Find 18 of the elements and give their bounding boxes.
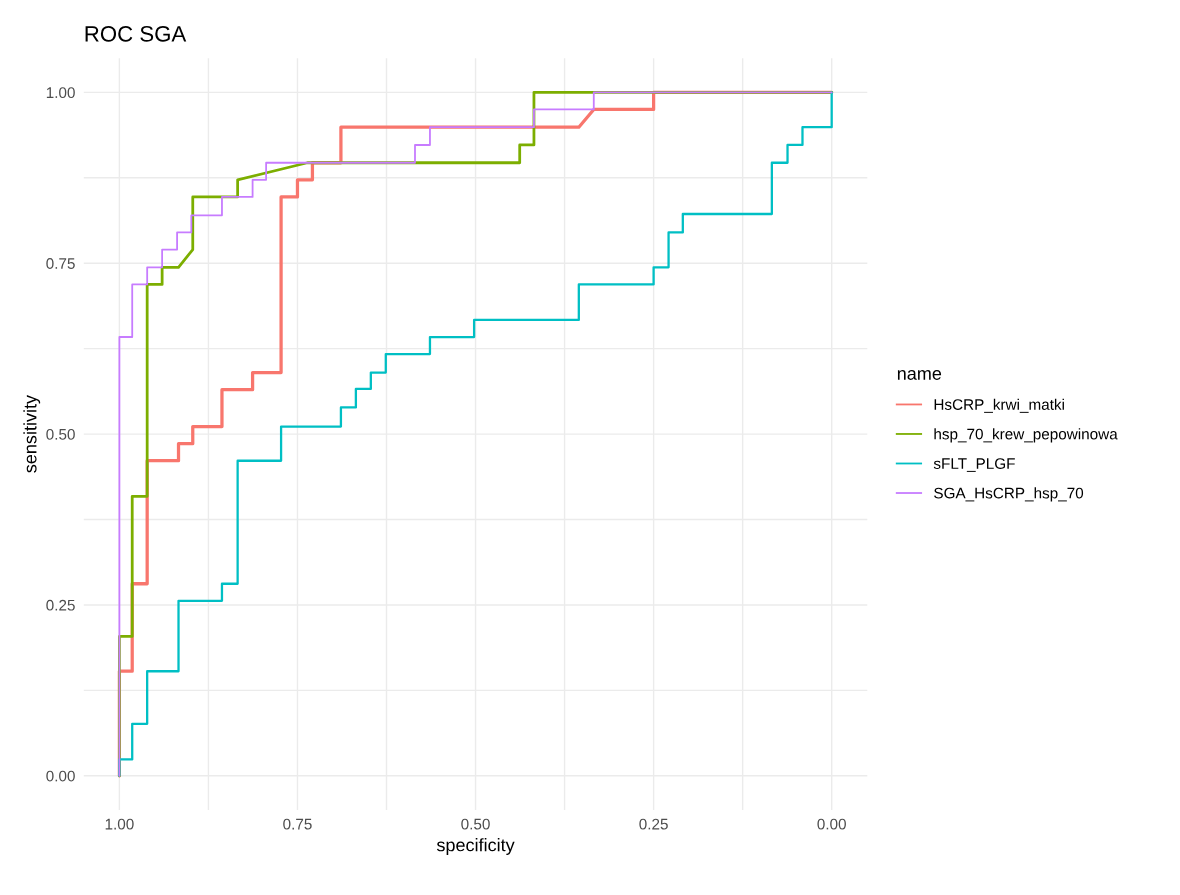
y-tick-label: 0.75 bbox=[46, 258, 75, 269]
legend-label: SGA_HsCRP_hsp_70 bbox=[934, 487, 1084, 502]
legend-label: hsp_70_krew_pepowinowa bbox=[934, 428, 1118, 443]
legend-label: HsCRP_krwi_matki bbox=[934, 398, 1064, 413]
legend-title: name bbox=[897, 369, 942, 380]
legend-label: sFLT_PLGF bbox=[933, 458, 1015, 472]
x-tick-label: 0.25 bbox=[639, 818, 668, 830]
y-tick-label: 1.00 bbox=[46, 87, 75, 99]
x-axis-title: specificity bbox=[436, 838, 515, 855]
x-tick-label: 0.00 bbox=[817, 818, 846, 830]
y-tick-label: 0.50 bbox=[46, 428, 75, 440]
x-tick-label: 0.75 bbox=[283, 818, 312, 830]
y-axis-title: sensitivity bbox=[23, 394, 41, 473]
y-tick-label: 0.25 bbox=[46, 599, 75, 611]
x-tick-label: 0.50 bbox=[461, 818, 490, 830]
x-tick-label: 1.00 bbox=[105, 818, 134, 830]
y-tick-label: 0.00 bbox=[46, 770, 75, 782]
chart-title: ROC SGA bbox=[85, 25, 187, 42]
